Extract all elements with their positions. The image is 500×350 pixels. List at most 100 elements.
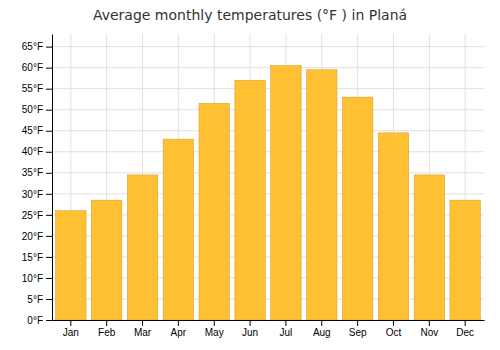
- bar: [271, 66, 301, 320]
- tick-mark: [46, 194, 52, 195]
- tick: Jan: [63, 320, 79, 338]
- bar: [378, 133, 408, 320]
- tick: 35°F: [22, 167, 52, 178]
- tick-mark: [46, 299, 52, 300]
- tick-label: Jan: [63, 327, 79, 338]
- tick-mark: [46, 215, 52, 216]
- grid-line: [52, 67, 484, 68]
- tick-mark: [46, 47, 52, 48]
- axis-line: [53, 320, 485, 321]
- tick-label: Feb: [98, 327, 116, 338]
- tick-mark: [46, 257, 52, 258]
- tick: Sep: [349, 320, 367, 338]
- tick-mark: [465, 320, 466, 326]
- bar: [163, 139, 193, 320]
- tick-mark: [46, 278, 52, 279]
- tick-label: Aug: [313, 327, 331, 338]
- bars: [56, 66, 481, 320]
- x-axis: Jan Feb Mar Apr May Jun Jul Aug Sep Oct Nov Dec: [53, 320, 485, 338]
- tick-mark: [46, 68, 52, 69]
- tick-label: Dec: [456, 327, 474, 338]
- tick-label: Mar: [134, 327, 152, 338]
- tick: 65°F: [22, 41, 52, 52]
- grid-line: [52, 130, 484, 131]
- grid-line: [52, 172, 484, 173]
- tick-mark: [46, 131, 52, 132]
- tick: Oct: [386, 320, 402, 338]
- tick: 30°F: [22, 189, 52, 200]
- tick-label: 55°F: [22, 83, 43, 94]
- tick-mark: [46, 320, 52, 321]
- title: Average monthly temperatures (°F ) in Pl…: [93, 7, 407, 23]
- tick-mark: [46, 152, 52, 153]
- tick: 15°F: [22, 252, 52, 263]
- tick-label: 15°F: [22, 252, 43, 263]
- tick: Aug: [313, 320, 331, 338]
- bar: [414, 175, 444, 320]
- tick: Nov: [420, 320, 438, 338]
- tick-label: 20°F: [22, 231, 43, 242]
- tick: 5°F: [27, 294, 52, 305]
- tick: May: [205, 320, 224, 338]
- tick: Apr: [171, 320, 187, 338]
- tick: 55°F: [22, 83, 52, 94]
- tick-label: 65°F: [22, 41, 43, 52]
- tick-mark: [393, 320, 394, 326]
- bar: [127, 175, 157, 320]
- tick-mark: [357, 320, 358, 326]
- tick-label: Nov: [420, 327, 438, 338]
- tick: 45°F: [22, 125, 52, 136]
- tick-label: 0°F: [27, 315, 43, 326]
- tick: Dec: [456, 320, 474, 338]
- bar: [199, 103, 229, 320]
- tick: 10°F: [22, 273, 52, 284]
- tick-label: Jul: [280, 327, 293, 338]
- bar: [235, 80, 265, 320]
- plot: Jan Feb Mar Apr May Jun Jul Aug Sep Oct Nov Dec 0°F 5…: [22, 34, 485, 338]
- tick-label: 45°F: [22, 125, 43, 136]
- tick-label: Apr: [171, 327, 187, 338]
- tick-mark: [46, 89, 52, 90]
- tick-label: 5°F: [27, 294, 43, 305]
- tick-mark: [250, 320, 251, 326]
- tick-mark: [46, 110, 52, 111]
- tick-mark: [142, 320, 143, 326]
- tick-label: 10°F: [22, 273, 43, 284]
- tick-mark: [106, 320, 107, 326]
- bar: [307, 70, 337, 320]
- grid-line: [52, 151, 484, 152]
- tick-mark: [214, 320, 215, 326]
- chart: Average monthly temperatures (°F ) in Pl…: [0, 0, 500, 350]
- tick-label: 30°F: [22, 189, 43, 200]
- tick: Jul: [280, 320, 293, 338]
- tick: Mar: [134, 320, 152, 338]
- tick-label: 40°F: [22, 146, 43, 157]
- bar: [342, 97, 372, 320]
- tick-label: 60°F: [22, 62, 43, 73]
- tick: 50°F: [22, 104, 52, 115]
- tick: 20°F: [22, 231, 52, 242]
- grid-line: [52, 88, 484, 89]
- tick-mark: [429, 320, 430, 326]
- tick-label: Sep: [349, 327, 367, 338]
- tick-label: 50°F: [22, 104, 43, 115]
- tick: Feb: [98, 320, 116, 338]
- tick: 40°F: [22, 146, 52, 157]
- tick: 25°F: [22, 210, 52, 221]
- axis-line: [52, 35, 53, 321]
- tick-label: May: [205, 327, 224, 338]
- grid-line: [52, 46, 484, 47]
- grid-line: [52, 109, 484, 110]
- tick: 60°F: [22, 62, 52, 73]
- tick-label: Jun: [242, 327, 258, 338]
- tick-mark: [321, 320, 322, 326]
- bar: [56, 211, 86, 320]
- tick-mark: [70, 320, 71, 326]
- grid: [52, 34, 484, 320]
- tick-label: 35°F: [22, 167, 43, 178]
- tick-label: Oct: [386, 327, 402, 338]
- bar: [450, 200, 480, 320]
- tick-mark: [178, 320, 179, 326]
- tick-label: 25°F: [22, 210, 43, 221]
- tick: Jun: [242, 320, 258, 338]
